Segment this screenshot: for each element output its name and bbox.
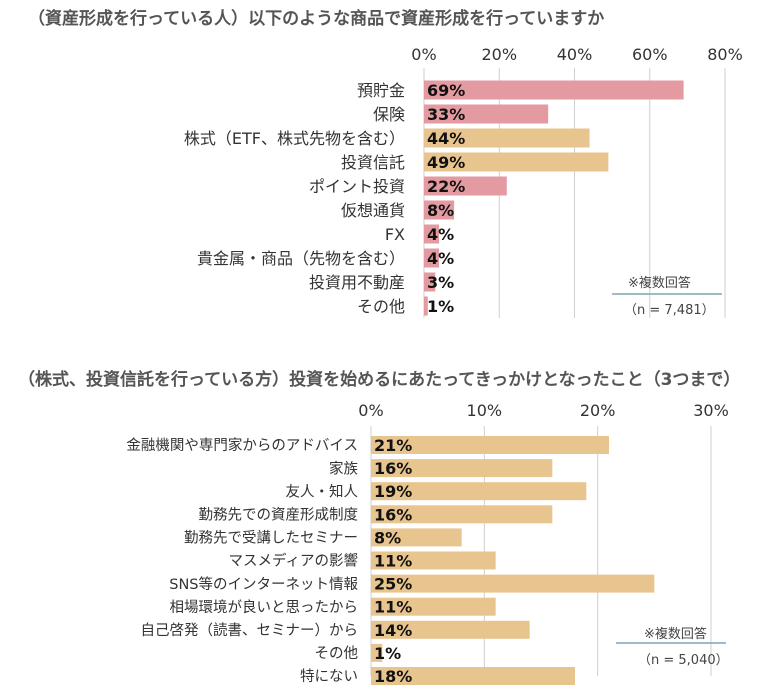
value-label: 16% <box>374 459 412 478</box>
tick-label: 20% <box>481 45 517 64</box>
value-label: 14% <box>374 621 412 640</box>
category-label: 投資用不動産 <box>309 273 405 292</box>
chart-triggers: （株式、投資信託を行っている方）投資を始めるにあたってきっかけとなったこと（3つ… <box>18 369 740 686</box>
bar <box>424 176 507 196</box>
category-label: FX <box>385 225 405 244</box>
value-label: 8% <box>374 528 401 547</box>
category-label: 投資信託 <box>341 153 405 172</box>
tick-label: 30% <box>693 401 729 420</box>
category-label: ポイント投資 <box>309 177 405 196</box>
value-label: 4% <box>427 249 454 268</box>
value-label: 69% <box>427 81 465 100</box>
bar <box>424 272 436 292</box>
category-label: 預貯金 <box>357 81 405 100</box>
value-label: 8% <box>427 201 454 220</box>
bar <box>424 296 428 316</box>
chart2-sample: （n = 5,040） <box>638 653 729 668</box>
category-label: その他 <box>357 297 405 316</box>
value-label: 11% <box>374 552 412 571</box>
category-label: 勤務先での資産形成制度 <box>199 507 359 524</box>
category-label: 貴金属・商品（先物を含む） <box>197 249 405 268</box>
chart2-categories: 金融機関や専門家からのアドバイス家族友人・知人勤務先での資産形成制度勤務先で受講… <box>126 437 358 685</box>
value-label: 11% <box>374 598 412 617</box>
value-label: 44% <box>427 129 465 148</box>
category-label: 金融機関や専門家からのアドバイス <box>126 437 358 454</box>
category-label: 勤務先で受講したセミナー <box>184 530 358 547</box>
bar <box>424 128 590 148</box>
chart2-title: （株式、投資信託を行っている方）投資を始めるにあたってきっかけとなったこと（3つ… <box>18 369 740 390</box>
chart2-ticks: 0% 10% 20% 30% <box>358 401 728 420</box>
chart1-title: （資産形成を行っている人）以下のような商品で資産形成を行っていますか <box>28 8 604 29</box>
value-label: 4% <box>427 225 454 244</box>
bar <box>424 200 455 220</box>
value-label: 19% <box>374 482 412 501</box>
category-label: 自己啓発（読書、セミナー）から <box>141 622 359 639</box>
tick-label: 10% <box>467 401 503 420</box>
bar <box>371 436 609 454</box>
category-label: 仮想通貨 <box>341 201 405 220</box>
bar <box>424 80 684 100</box>
value-label: 25% <box>374 575 412 594</box>
bar <box>371 505 553 524</box>
chart2-bars <box>371 436 655 685</box>
category-label: 友人・知人 <box>286 483 359 500</box>
value-label: 22% <box>427 177 465 196</box>
bar <box>371 667 575 685</box>
value-label: 49% <box>427 153 465 172</box>
value-label: 3% <box>427 273 454 292</box>
chart1-note: ※複数回答 <box>628 275 691 291</box>
tick-label: 0% <box>411 45 436 64</box>
value-label: 1% <box>374 644 401 663</box>
bar <box>371 551 496 570</box>
tick-label: 60% <box>632 45 668 64</box>
category-label: 保険 <box>373 105 405 124</box>
value-label: 1% <box>427 297 454 316</box>
bar <box>371 643 383 662</box>
category-label: SNS等のインターネット情報 <box>169 575 358 593</box>
value-label: 18% <box>374 667 412 686</box>
tick-label: 0% <box>358 401 383 420</box>
category-label: 家族 <box>329 460 358 477</box>
chart-products: （資産形成を行っている人）以下のような商品で資産形成を行っていますか 0% 20%… <box>28 8 743 318</box>
bar <box>371 482 587 501</box>
category-label: 特にない <box>300 668 358 685</box>
bar <box>371 459 553 478</box>
chart1-ticks: 0% 20% 40% 60% 80% <box>411 45 742 64</box>
bar <box>424 104 549 124</box>
value-label: 16% <box>374 505 412 524</box>
bar <box>371 528 462 547</box>
chart2-value-labels: 21% 16% 19% 16% 8% 11% 25% 11% 14% 1% 18% <box>374 436 412 686</box>
bar <box>371 620 530 639</box>
category-label: マスメディアの影響 <box>229 552 358 570</box>
bar <box>424 224 440 244</box>
bar <box>371 597 496 616</box>
bar <box>424 152 609 172</box>
bar <box>424 248 440 268</box>
chart1-value-labels: 69% 33% 44% 49% 22% 8% 4% 4% 3% 1% <box>427 81 465 316</box>
category-label: その他 <box>315 645 359 662</box>
value-label: 21% <box>374 436 412 455</box>
chart2-note: ※複数回答 <box>644 626 707 642</box>
category-label: 相場環境が良いと思ったから <box>170 598 359 616</box>
category-label: 株式（ETF、株式先物を含む） <box>184 129 405 148</box>
chart1-bars <box>424 80 684 316</box>
chart1-sample: （n = 7,481） <box>624 303 715 318</box>
tick-label: 20% <box>580 401 616 420</box>
value-label: 33% <box>427 105 465 124</box>
bar <box>371 574 655 593</box>
tick-label: 80% <box>707 45 743 64</box>
tick-label: 40% <box>557 45 593 64</box>
